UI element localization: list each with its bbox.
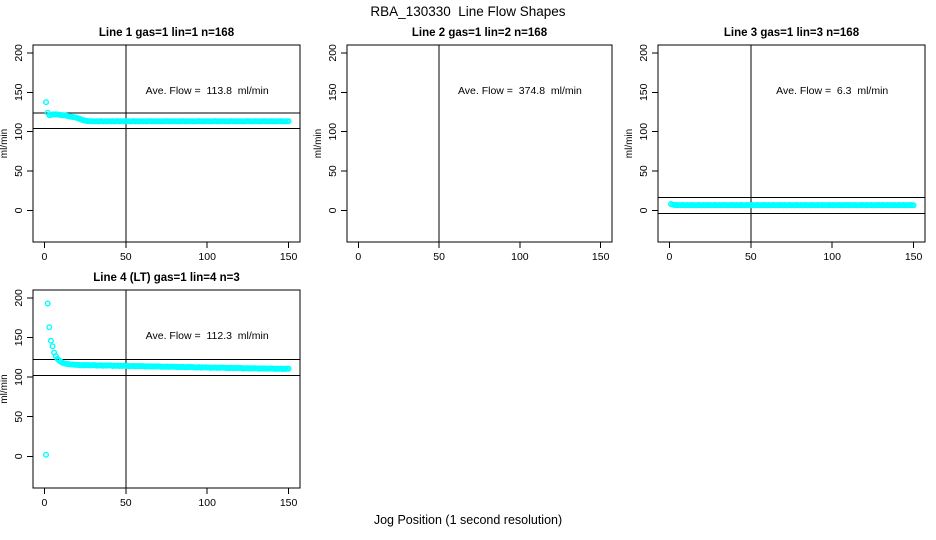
y-axis-label: ml/min xyxy=(313,129,324,158)
plot-box xyxy=(32,44,301,243)
x-tick-label: 50 xyxy=(120,251,132,263)
x-tick-label: 50 xyxy=(745,251,757,263)
subplot-title: Line 3 gas=1 lin=3 n=168 xyxy=(724,27,860,39)
y-tick-label: 200 xyxy=(13,44,25,62)
x-tick-label: 0 xyxy=(355,251,361,263)
data-point xyxy=(49,343,56,350)
data-point xyxy=(910,202,917,209)
subplot-title: Line 4 (LT) gas=1 lin=4 n=3 xyxy=(93,272,239,284)
data-point xyxy=(43,451,50,458)
y-axis-label: ml/min xyxy=(0,374,10,403)
data-point xyxy=(47,337,54,344)
x-tick-label: 100 xyxy=(198,497,216,509)
y-tick-label: 150 xyxy=(638,83,650,101)
subplot-2: Line 2 gas=1 lin=2 n=168 0 50 100 150 0 50 100 1… xyxy=(313,27,613,263)
data-point xyxy=(285,118,292,125)
y-axis-label: ml/min xyxy=(624,129,635,158)
y-tick-label: 50 xyxy=(13,165,25,177)
x-tick-label: 0 xyxy=(41,251,47,263)
x-tick-label: 100 xyxy=(511,251,529,263)
data-point xyxy=(46,324,53,331)
data-series xyxy=(668,201,917,209)
y-tick-label: 100 xyxy=(13,123,25,141)
y-tick-label: 200 xyxy=(327,44,339,62)
x-tick-label: 150 xyxy=(592,251,610,263)
y-axis-label: ml/min xyxy=(0,129,10,158)
subplot-title: Line 2 gas=1 lin=2 n=168 xyxy=(412,27,548,39)
y-tick-label: 100 xyxy=(327,123,339,141)
y-tick-label: 200 xyxy=(638,44,650,62)
y-tick-label: 0 xyxy=(638,207,650,213)
ave-flow-annotation: Ave. Flow = 6.3 ml/min xyxy=(776,85,888,97)
data-point xyxy=(44,300,51,307)
figure-xlabel: Jog Position (1 second resolution) xyxy=(373,513,563,527)
subplot-title: Line 1 gas=1 lin=1 n=168 xyxy=(99,27,235,39)
y-tick-label: 150 xyxy=(13,83,25,101)
ave-flow-annotation: Ave. Flow = 113.8 ml/min xyxy=(146,85,269,97)
x-tick-label: 50 xyxy=(120,497,132,509)
x-tick-label: 100 xyxy=(823,251,841,263)
y-tick-label: 100 xyxy=(638,123,650,141)
x-tick-label: 50 xyxy=(433,251,445,263)
plot-box xyxy=(346,44,613,243)
figure-title: RBA_130330 Line Flow Shapes xyxy=(370,4,566,19)
y-tick-label: 0 xyxy=(13,453,25,459)
y-tick-label: 50 xyxy=(13,411,25,423)
data-series xyxy=(43,99,292,125)
y-tick-label: 50 xyxy=(327,165,339,177)
subplot-4: Line 4 (LT) gas=1 lin=4 n=3 0 50 100 150 0 50 1… xyxy=(0,272,301,509)
y-tick-label: 0 xyxy=(13,207,25,213)
y-tick-label: 50 xyxy=(638,165,650,177)
y-tick-label: 100 xyxy=(13,368,25,386)
y-tick-label: 200 xyxy=(13,289,25,307)
x-tick-label: 0 xyxy=(41,497,47,509)
data-series xyxy=(43,300,292,458)
x-tick-label: 0 xyxy=(666,251,672,263)
x-tick-label: 100 xyxy=(198,251,216,263)
plot-box xyxy=(657,44,926,243)
x-tick-label: 150 xyxy=(280,251,298,263)
data-point xyxy=(43,99,50,106)
x-tick-label: 150 xyxy=(905,251,923,263)
ave-flow-annotation: Ave. Flow = 374.8 ml/min xyxy=(458,85,582,97)
subplot-1: Line 1 gas=1 lin=1 n=168 0 50 100 150 0 50 100 1… xyxy=(0,27,301,263)
y-tick-label: 150 xyxy=(327,83,339,101)
ave-flow-annotation: Ave. Flow = 112.3 ml/min xyxy=(146,330,269,342)
y-tick-label: 150 xyxy=(13,329,25,347)
data-point xyxy=(285,365,292,372)
y-tick-label: 0 xyxy=(327,207,339,213)
x-tick-label: 150 xyxy=(280,497,298,509)
subplot-3: Line 3 gas=1 lin=3 n=168 0 50 100 150 0 50 100 1… xyxy=(624,27,926,263)
plot-box xyxy=(32,289,301,489)
